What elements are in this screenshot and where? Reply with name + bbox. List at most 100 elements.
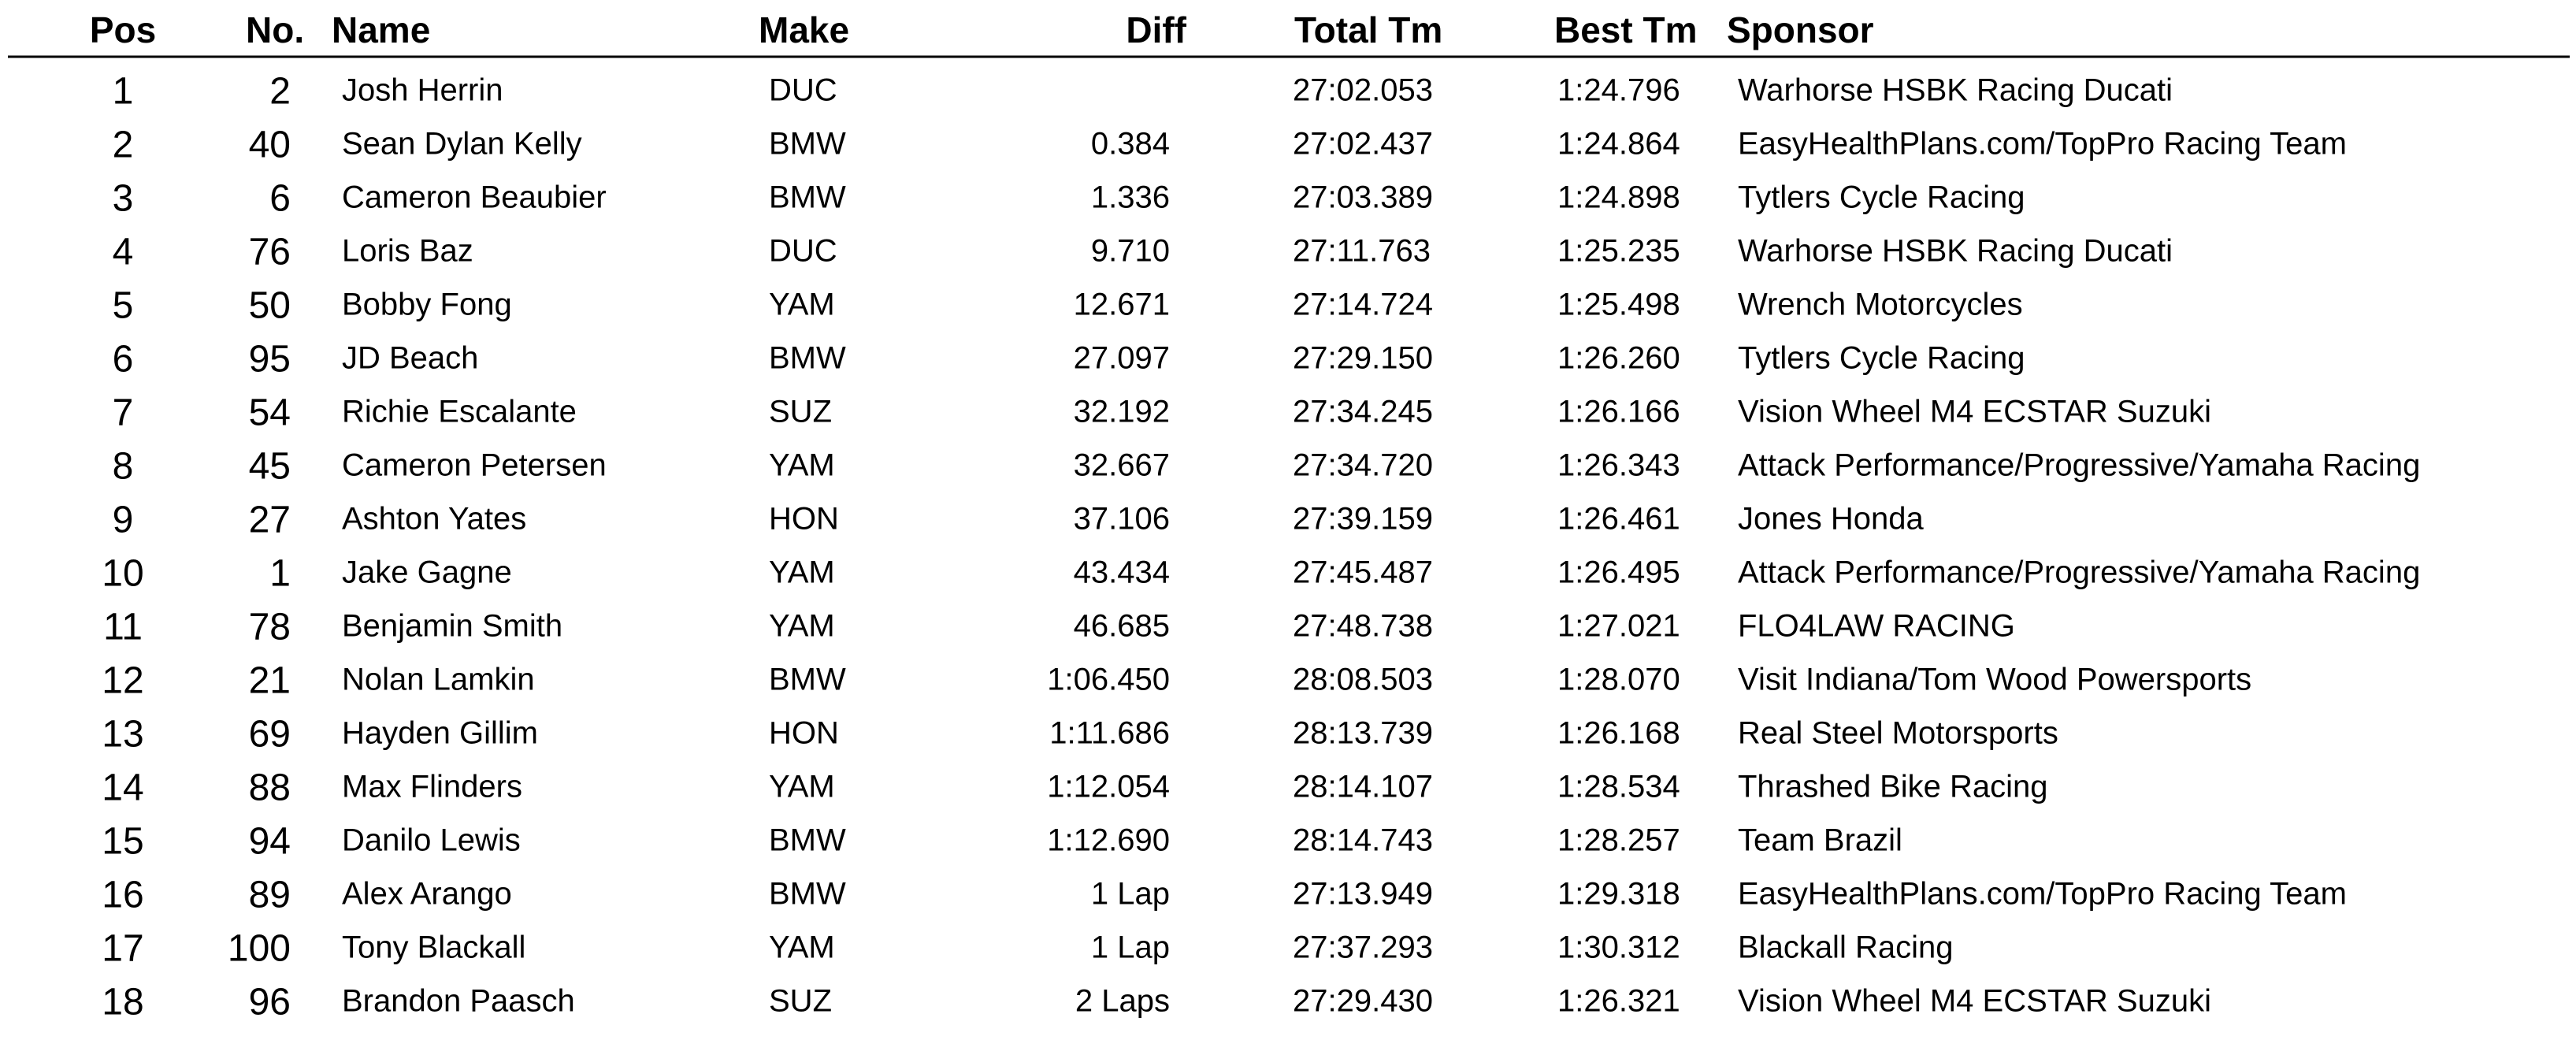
pos: 5 — [113, 285, 134, 327]
rider-name: JD Beach — [342, 341, 478, 376]
total-time: 28:14.107 — [1293, 770, 1433, 804]
make: BMW — [769, 823, 846, 858]
diff: 9.710 — [1091, 234, 1170, 269]
total-time: 27:29.150 — [1293, 341, 1433, 376]
number: 40 — [249, 124, 291, 166]
column-header: Pos — [90, 9, 156, 50]
rider-name: Sean Dylan Kelly — [342, 127, 582, 162]
total-time: 27:13.949 — [1293, 877, 1433, 912]
best-time: 1:24.898 — [1557, 180, 1680, 215]
total-time: 27:03.389 — [1293, 180, 1433, 215]
rider-name: Tony Blackall — [342, 930, 525, 965]
column-header: No. — [246, 9, 304, 50]
best-time: 1:26.260 — [1557, 341, 1680, 376]
total-time: 27:02.437 — [1293, 127, 1433, 162]
sponsor: Jones Honda — [1738, 502, 1924, 537]
sponsor: Vision Wheel M4 ECSTAR Suzuki — [1738, 984, 2211, 1019]
total-time: 27:37.293 — [1293, 930, 1433, 965]
pos: 14 — [102, 767, 143, 809]
sponsor: Blackall Racing — [1738, 930, 1953, 965]
rider-name: Richie Escalante — [342, 395, 577, 429]
make: HON — [769, 502, 839, 537]
pos: 10 — [102, 553, 143, 595]
make: BMW — [769, 663, 846, 697]
rider-name: Max Flinders — [342, 770, 522, 804]
best-time: 1:26.166 — [1557, 395, 1680, 429]
total-time: 27:34.720 — [1293, 448, 1433, 483]
make: DUC — [769, 234, 837, 269]
column-header: Sponsor — [1727, 9, 1874, 50]
pos: 12 — [102, 660, 143, 702]
pos: 17 — [102, 928, 143, 970]
best-time: 1:28.070 — [1557, 663, 1680, 697]
rider-name: Jake Gagne — [342, 555, 512, 590]
make: HON — [769, 716, 839, 751]
number: 54 — [249, 392, 291, 434]
make: YAM — [769, 770, 835, 804]
pos: 8 — [113, 446, 134, 488]
best-time: 1:26.343 — [1557, 448, 1680, 483]
sponsor: EasyHealthPlans.com/TopPro Racing Team — [1738, 127, 2347, 162]
diff: 32.192 — [1074, 395, 1170, 429]
total-time: 28:08.503 — [1293, 663, 1433, 697]
sponsor: EasyHealthPlans.com/TopPro Racing Team — [1738, 877, 2347, 912]
pos: 4 — [113, 232, 134, 273]
sponsor: Tytlers Cycle Racing — [1738, 341, 2025, 376]
sponsor: Team Brazil — [1738, 823, 1902, 858]
diff: 1:06.450 — [1047, 663, 1170, 697]
diff: 12.671 — [1074, 288, 1170, 322]
column-header: Make — [759, 9, 849, 50]
diff: 1 Lap — [1091, 930, 1170, 965]
make: BMW — [769, 180, 846, 215]
sponsor: Warhorse HSBK Racing Ducati — [1738, 73, 2173, 108]
total-time: 27:14.724 — [1293, 288, 1433, 322]
sponsor: Thrashed Bike Racing — [1738, 770, 2048, 804]
total-time: 27:45.487 — [1293, 555, 1433, 590]
best-time: 1:27.021 — [1557, 609, 1680, 644]
number: 88 — [249, 767, 291, 809]
make: DUC — [769, 73, 837, 108]
pos: 2 — [113, 124, 134, 166]
total-time: 27:48.738 — [1293, 609, 1433, 644]
pos: 16 — [102, 875, 143, 916]
total-time: 27:34.245 — [1293, 395, 1433, 429]
make: YAM — [769, 609, 835, 644]
best-time: 1:25.498 — [1557, 288, 1680, 322]
diff: 43.434 — [1074, 555, 1170, 590]
rider-name: Cameron Petersen — [342, 448, 607, 483]
number: 2 — [269, 71, 291, 113]
pos: 7 — [113, 392, 134, 434]
pos: 3 — [113, 178, 134, 220]
best-time: 1:25.235 — [1557, 234, 1680, 269]
number: 100 — [228, 928, 291, 970]
number: 89 — [249, 875, 291, 916]
number: 78 — [249, 607, 291, 648]
pos: 9 — [113, 500, 134, 541]
rider-name: Josh Herrin — [342, 73, 503, 108]
number: 6 — [269, 178, 291, 220]
diff: 2 Laps — [1075, 984, 1170, 1019]
number: 50 — [249, 285, 291, 327]
sponsor: Vision Wheel M4 ECSTAR Suzuki — [1738, 395, 2211, 429]
best-time: 1:24.796 — [1557, 73, 1680, 108]
column-header: Best Tm — [1554, 9, 1697, 50]
best-time: 1:30.312 — [1557, 930, 1680, 965]
pos: 1 — [113, 71, 134, 113]
diff: 46.685 — [1074, 609, 1170, 644]
number: 95 — [249, 339, 291, 381]
sponsor: Visit Indiana/Tom Wood Powersports — [1738, 663, 2251, 697]
number: 69 — [249, 714, 291, 756]
best-time: 1:26.461 — [1557, 502, 1680, 537]
rider-name: Brandon Paasch — [342, 984, 575, 1019]
number: 96 — [249, 982, 291, 1023]
diff: 1:11.686 — [1049, 716, 1170, 751]
total-time: 28:13.739 — [1293, 716, 1433, 751]
sponsor: Warhorse HSBK Racing Ducati — [1738, 234, 2173, 269]
make: BMW — [769, 127, 846, 162]
rider-name: Hayden Gillim — [342, 716, 538, 751]
pos: 18 — [102, 982, 143, 1023]
number: 21 — [249, 660, 291, 702]
rider-name: Nolan Lamkin — [342, 663, 535, 697]
